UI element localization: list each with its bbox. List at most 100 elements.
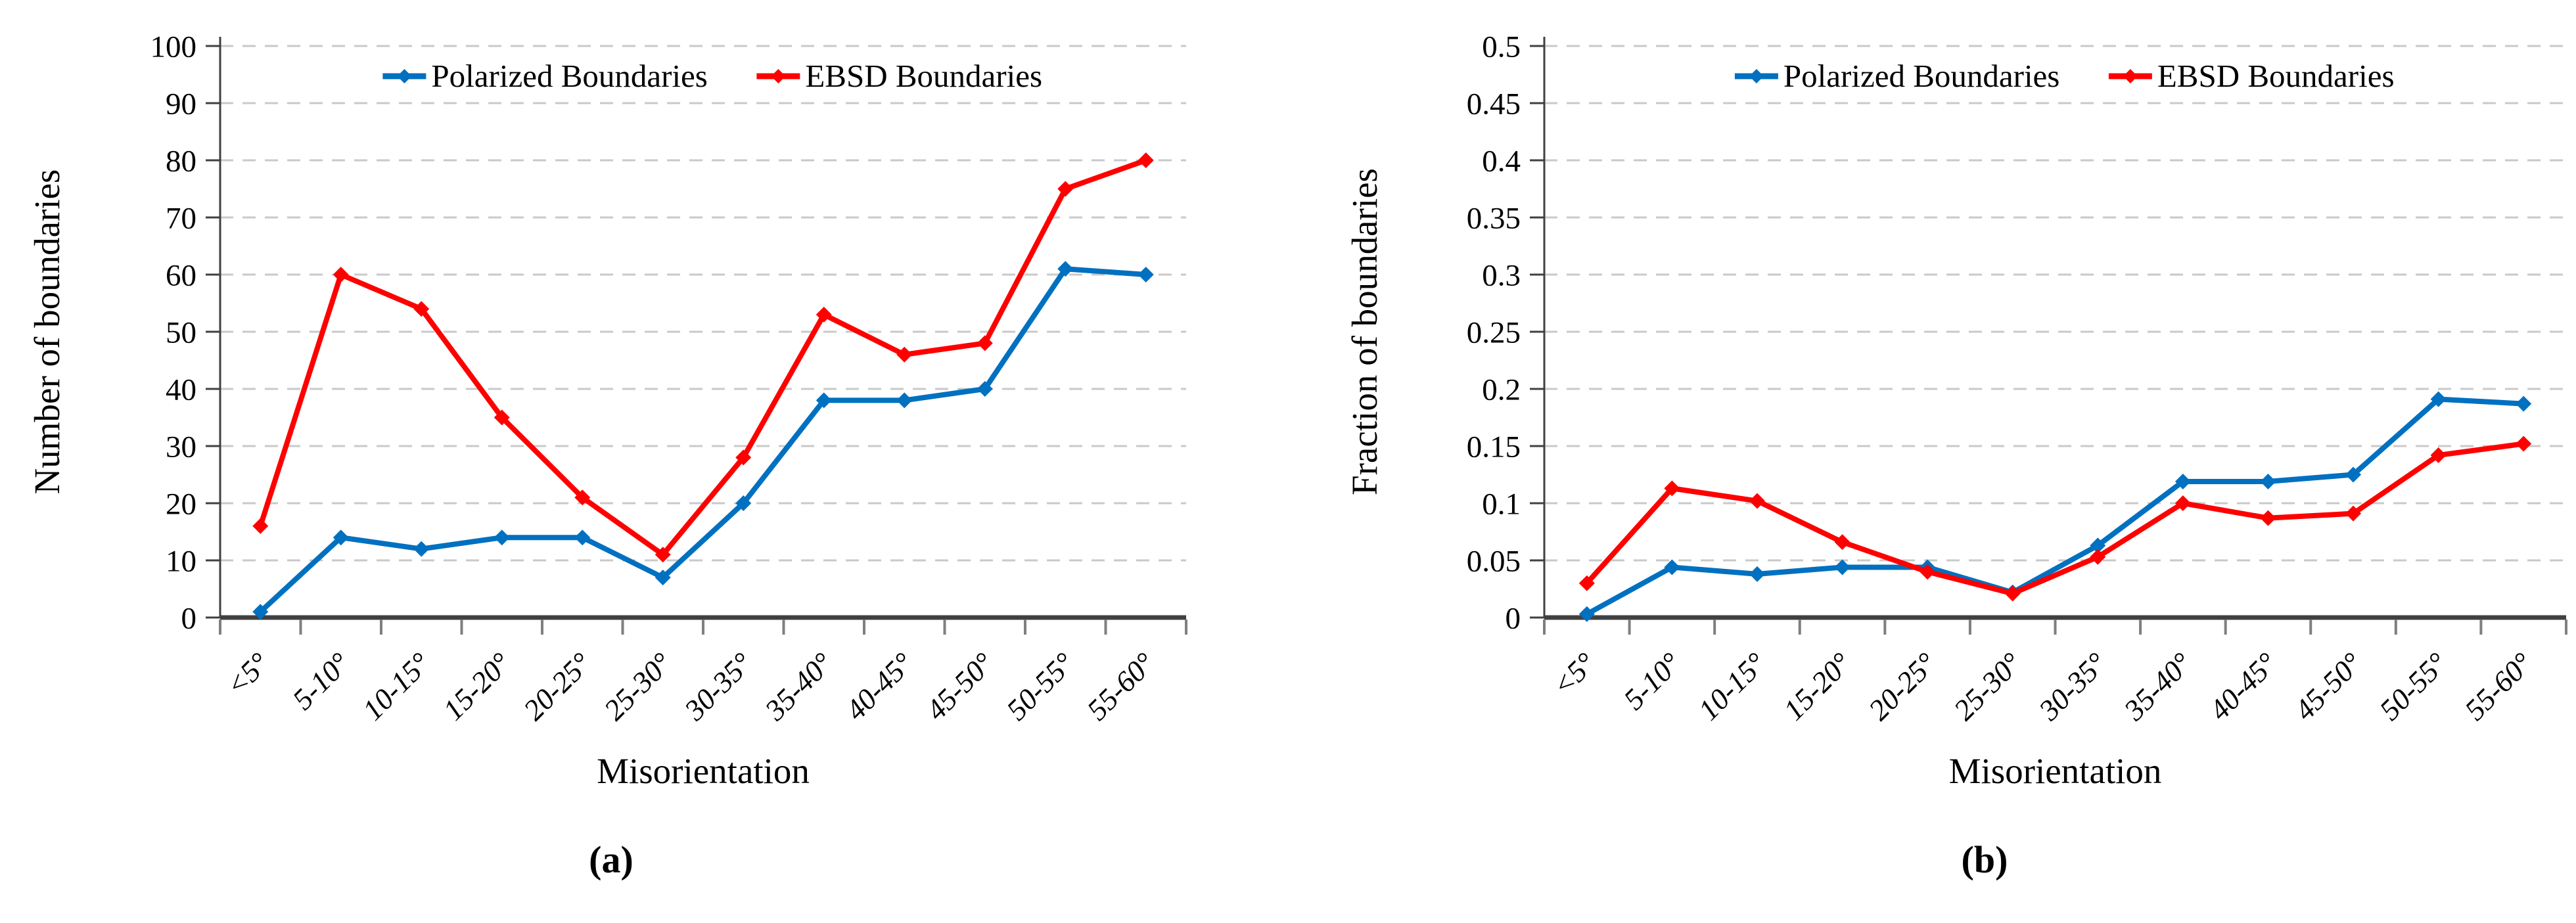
legend-label: Polarized Boundaries [431, 58, 707, 94]
y-tick-label: 40 [166, 372, 196, 407]
data-point-marker [816, 392, 832, 409]
x-tick-label: 35-40° [2117, 646, 2198, 727]
x-tick-label: 50-55° [1000, 646, 1080, 727]
data-point-marker [1057, 261, 1074, 277]
data-point-marker [2260, 510, 2276, 526]
data-point-marker [2090, 549, 2106, 565]
series-line [1584, 396, 2527, 617]
legend-label: EBSD Boundaries [2157, 58, 2395, 94]
data-point-marker [1138, 152, 1154, 168]
legend: Polarized Boundaries EBSD Boundaries [1734, 58, 2395, 94]
data-point-marker [1057, 181, 1074, 197]
data-point-marker [2345, 505, 2362, 522]
y-tick-label: 0.4 [1482, 144, 1521, 178]
y-tick-label: 60 [166, 258, 196, 292]
y-tick-label: 0 [181, 601, 197, 635]
x-tick-labels: <5° 5-10° 10-15° 15-20° 20-25° 25-30° 30-35° 35… [1546, 646, 2539, 727]
x-axis [1543, 615, 2567, 635]
x-tick-label: 55-60° [2458, 646, 2539, 727]
y-axis: 0 10 20 30 40 50 60 70 80 90 100 [150, 30, 221, 635]
y-axis: 0 0.05 0.1 0.15 0.2 0.25 0.3 0.35 0.4 0.45 0.5 [1467, 30, 1546, 635]
x-tick-label: 50-55° [2373, 646, 2453, 727]
x-tick-label: 5-10° [286, 646, 356, 716]
data-point-marker [333, 529, 349, 546]
data-point-marker [2090, 537, 2106, 554]
x-tick-label: 45-50° [2288, 646, 2368, 727]
x-tick-label: 25-30° [1947, 646, 2027, 727]
chart-a: 0 10 20 30 40 50 60 70 80 90 100 <5° 5-10° 10-15° 15-2… [0, 0, 1288, 792]
legend-marker-icon [1749, 69, 1764, 83]
data-point-marker [2430, 391, 2447, 407]
y-tick-label: 0.2 [1482, 372, 1521, 407]
x-tick-labels: <5° 5-10° 10-15° 15-20° 20-25° 25-30° 30-35° 35… [219, 646, 1161, 727]
legend-item-polarized: Polarized Boundaries [1734, 58, 2059, 94]
legend-item-ebsd: EBSD Boundaries [2108, 58, 2395, 94]
y-tick-label: 70 [166, 201, 196, 235]
legend-label: Polarized Boundaries [1783, 58, 2059, 94]
data-point-marker [413, 541, 430, 557]
x-tick-label: 10-15° [356, 646, 436, 727]
y-tick-label: 0.15 [1467, 430, 1521, 464]
y-tick-label: 0.45 [1467, 87, 1521, 121]
data-point-marker [413, 301, 430, 317]
series-ebsd [252, 152, 1154, 563]
x-tick-label: 20-25° [1862, 646, 1943, 727]
x-tick-label: 15-20° [1777, 646, 1857, 727]
chart-a-canvas: 0 10 20 30 40 50 60 70 80 90 100 <5° 5-10° 10-15° 15-2… [27, 30, 1187, 791]
x-tick-label: <5° [219, 646, 275, 702]
data-point-marker [2430, 447, 2447, 463]
y-tick-label: 10 [166, 544, 196, 578]
data-point-marker [2174, 473, 2191, 489]
y-tick-label: 0.1 [1482, 487, 1521, 521]
x-tick-label: 40-45° [839, 646, 919, 727]
data-point-marker [333, 267, 349, 282]
data-point-marker [896, 346, 913, 363]
caption-a: (a) [589, 838, 633, 881]
x-tick-label: 5-10° [1617, 646, 1687, 716]
chart-b-canvas: 0 0.05 0.1 0.15 0.2 0.25 0.3 0.35 0.4 0.45 0.5 <5° 5… [1345, 30, 2567, 791]
y-tick-label: 0.05 [1467, 544, 1521, 578]
x-tick-label: 15-20° [437, 646, 517, 727]
series-polarized [1578, 391, 2532, 622]
data-point-marker [494, 409, 510, 426]
data-point-marker [1578, 606, 1595, 622]
data-point-marker [574, 489, 591, 506]
data-point-marker [252, 518, 269, 534]
series-line [258, 158, 1149, 558]
data-point-marker [977, 335, 993, 351]
x-tick-label: 25-30° [598, 646, 678, 727]
data-point-marker [1834, 559, 1851, 575]
x-tick-label: 55-60° [1081, 646, 1161, 727]
series-ebsd [1578, 436, 2532, 602]
x-tick-label: 40-45° [2203, 646, 2283, 727]
y-tick-label: 0.35 [1467, 201, 1521, 235]
y-tick-label: 0.3 [1482, 258, 1521, 292]
x-axis-title: Misorientation [1949, 751, 2162, 791]
data-point-marker [816, 306, 832, 323]
x-tick-label: 30-35° [678, 646, 758, 727]
legend: Polarized Boundaries EBSD Boundaries [382, 58, 1042, 94]
y-tick-label: 30 [166, 430, 196, 464]
data-point-marker [2516, 395, 2532, 412]
series-line [1584, 441, 2527, 597]
data-point-marker [252, 604, 269, 620]
y-tick-label: 0.25 [1467, 315, 1521, 349]
x-tick-label: 10-15° [1692, 646, 1772, 727]
legend-label: EBSD Boundaries [805, 58, 1042, 94]
series-line [258, 266, 1149, 615]
y-tick-label: 0 [1506, 601, 1521, 635]
data-point-marker [2345, 466, 2362, 483]
x-tick-label: 45-50° [920, 646, 1000, 727]
legend-item-ebsd: EBSD Boundaries [756, 58, 1042, 94]
data-point-marker [1578, 575, 1595, 591]
data-point-marker [1664, 480, 1680, 497]
legend-marker-icon [771, 69, 786, 83]
data-point-marker [2174, 495, 2191, 511]
data-point-marker [1749, 493, 1765, 509]
data-point-marker [1834, 534, 1851, 551]
data-point-marker [896, 392, 913, 409]
data-point-marker [977, 381, 993, 397]
legend-marker-icon [397, 69, 412, 83]
caption-b: (b) [1961, 838, 2008, 881]
